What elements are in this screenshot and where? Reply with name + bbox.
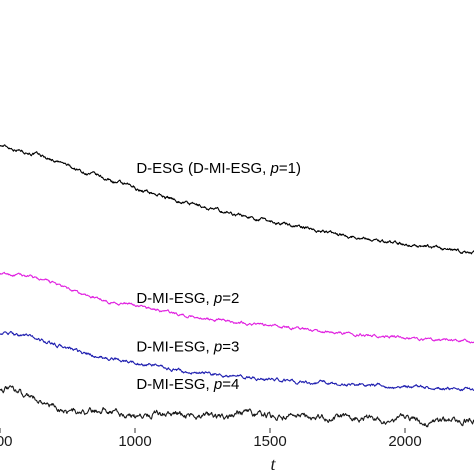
x-tick-label: 1500 — [253, 433, 286, 450]
annotation-layer: D-ESG (D-MI-ESG, p=1) D-MI-ESG, p=2 D-MI-E… — [136, 160, 301, 393]
series-label-1: D-ESG (D-MI-ESG, p=1) — [136, 160, 301, 177]
series-line-3 — [0, 330, 474, 392]
series-line-4 — [0, 385, 474, 428]
series-label-3: D-MI-ESG, p=3 — [136, 339, 239, 356]
x-tick-label: 1000 — [118, 433, 151, 450]
x-tick-label: 2000 — [388, 433, 421, 450]
series-line-1 — [0, 144, 474, 255]
series-layer — [0, 144, 474, 428]
series-line-2 — [0, 271, 474, 344]
series-label-4: D-MI-ESG, p=4 — [136, 376, 239, 393]
x-axis: 500 1000 1500 2000 — [0, 428, 422, 450]
x-tick-label: 500 — [0, 433, 13, 450]
x-axis-title: t — [270, 454, 276, 474]
series-label-2: D-MI-ESG, p=2 — [136, 290, 239, 307]
